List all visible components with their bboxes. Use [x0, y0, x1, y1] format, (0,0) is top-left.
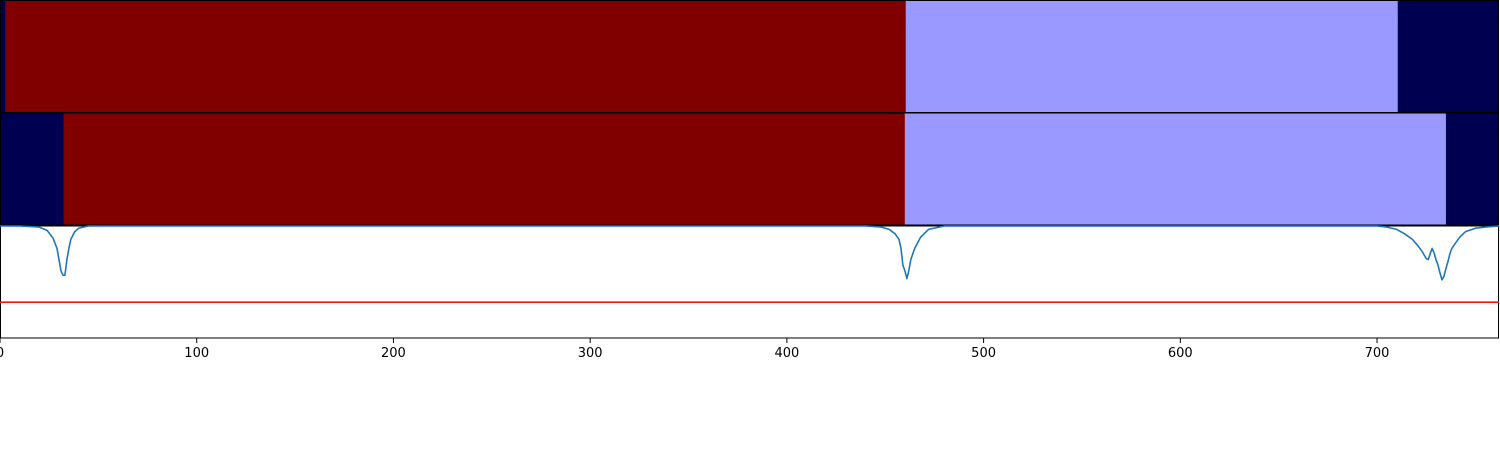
segment-rows [0, 0, 1499, 226]
x-tick-label: 200 [381, 346, 406, 361]
x-tick-label: 600 [1168, 346, 1193, 361]
x-tick-label: 400 [774, 346, 799, 361]
segment-bar [0, 0, 6, 113]
x-tick-label: 100 [184, 346, 209, 361]
segment-row-2 [0, 112, 1499, 226]
row-frame [0, 112, 1499, 226]
x-tick-label: 500 [971, 346, 996, 361]
segment-bar [5, 0, 906, 113]
x-tick-label: 0 [0, 346, 4, 361]
segment-bar [0, 113, 64, 225]
segment-bar [904, 113, 1446, 225]
x-tick-label: 300 [578, 346, 603, 361]
x-tick-label: 700 [1365, 346, 1390, 361]
line-panel [0, 225, 1500, 339]
segment-bar [63, 113, 905, 225]
segment-bar [1397, 0, 1499, 113]
segment-bar [1445, 113, 1499, 225]
series-line [0, 225, 1500, 281]
panel-frame [0, 225, 1499, 339]
x-axis: 0 100 200 300 400 500 600 700 [0, 338, 1389, 361]
segment-bar [905, 0, 1398, 113]
segment-row-1 [0, 0, 1499, 113]
